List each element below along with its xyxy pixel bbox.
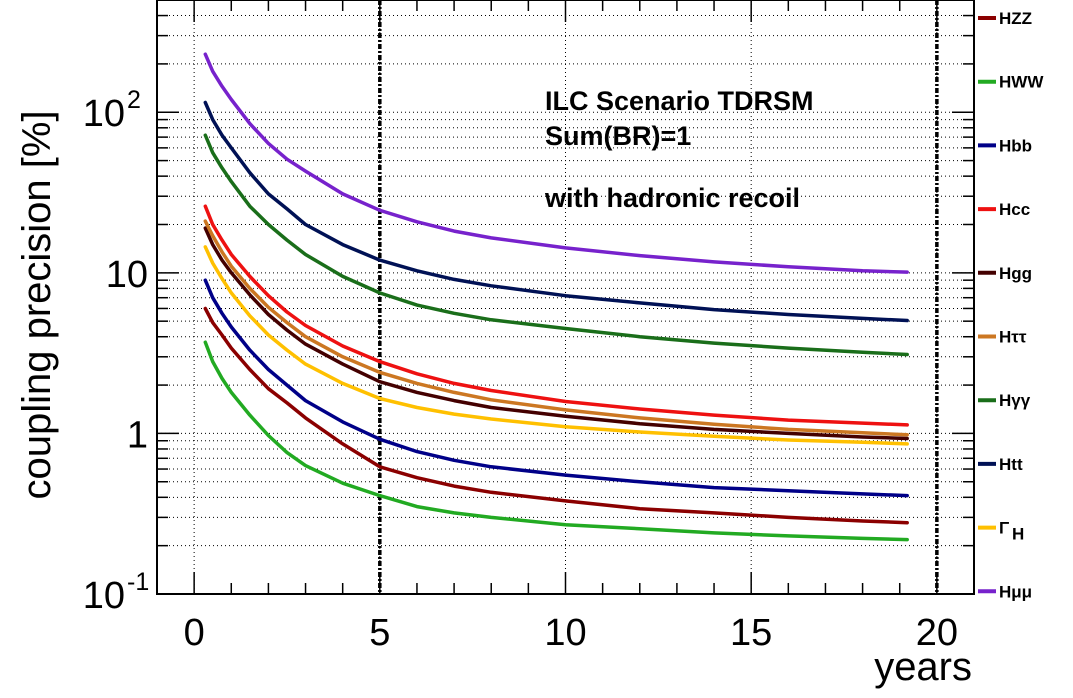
y-tick-label: 10 — [106, 254, 148, 296]
y-tick-exponent: -1 — [127, 568, 149, 596]
x-tick-label: 5 — [369, 612, 390, 654]
y-tick-exponent: 2 — [127, 86, 141, 114]
series-line — [203, 133, 909, 357]
series-line — [203, 52, 909, 274]
x-tick-labels: 0 5 10 15 20 — [184, 612, 958, 654]
x-tick-label: 15 — [730, 612, 772, 654]
legend: HZZ HWW Hbb Hcc Hgg Hττ Hγγ Htt Γ H Hμμ — [978, 9, 1044, 601]
x-axis-label: years — [874, 645, 972, 689]
legend-label: HZZ — [999, 9, 1032, 28]
legend-label-subscript: H — [1012, 525, 1024, 544]
legend-label: Hττ — [999, 328, 1027, 347]
y-tick-label: 1 — [127, 414, 148, 456]
legend-label: Γ — [999, 519, 1009, 538]
legend-label: Hgg — [999, 264, 1032, 283]
series-line — [203, 340, 909, 542]
legend-label: Hcc — [999, 200, 1030, 219]
x-tick-label: 0 — [184, 612, 205, 654]
series-line — [203, 219, 909, 437]
series-line — [203, 204, 909, 427]
annotation-hadronic-recoil: with hadronic recoil — [544, 183, 800, 213]
series-line — [203, 278, 909, 498]
x-tick-label: 10 — [544, 612, 586, 654]
annotation-sum-br: Sum(BR)=1 — [545, 121, 691, 151]
axis-ticks — [156, 0, 975, 595]
series-line — [203, 100, 909, 323]
y-tick-label: 10 — [83, 575, 125, 617]
annotation-block: ILC Scenario TDRSM Sum(BR)=1 with hadron… — [544, 86, 814, 213]
x-tick-label: 20 — [916, 612, 958, 654]
y-tick-label: 10 — [83, 93, 125, 135]
series-lines — [203, 52, 909, 542]
annotation-scenario: ILC Scenario TDRSM — [545, 86, 814, 116]
series-line — [203, 245, 909, 446]
series-line — [203, 226, 909, 441]
legend-label: Hμμ — [999, 582, 1032, 601]
legend-label: HWW — [999, 73, 1044, 92]
legend-label: Htt — [999, 455, 1023, 474]
legend-label: Hγγ — [999, 391, 1031, 410]
legend-label: Hbb — [999, 136, 1032, 155]
series-line — [203, 306, 909, 525]
y-axis-label: coupling precision [%] — [15, 110, 59, 499]
